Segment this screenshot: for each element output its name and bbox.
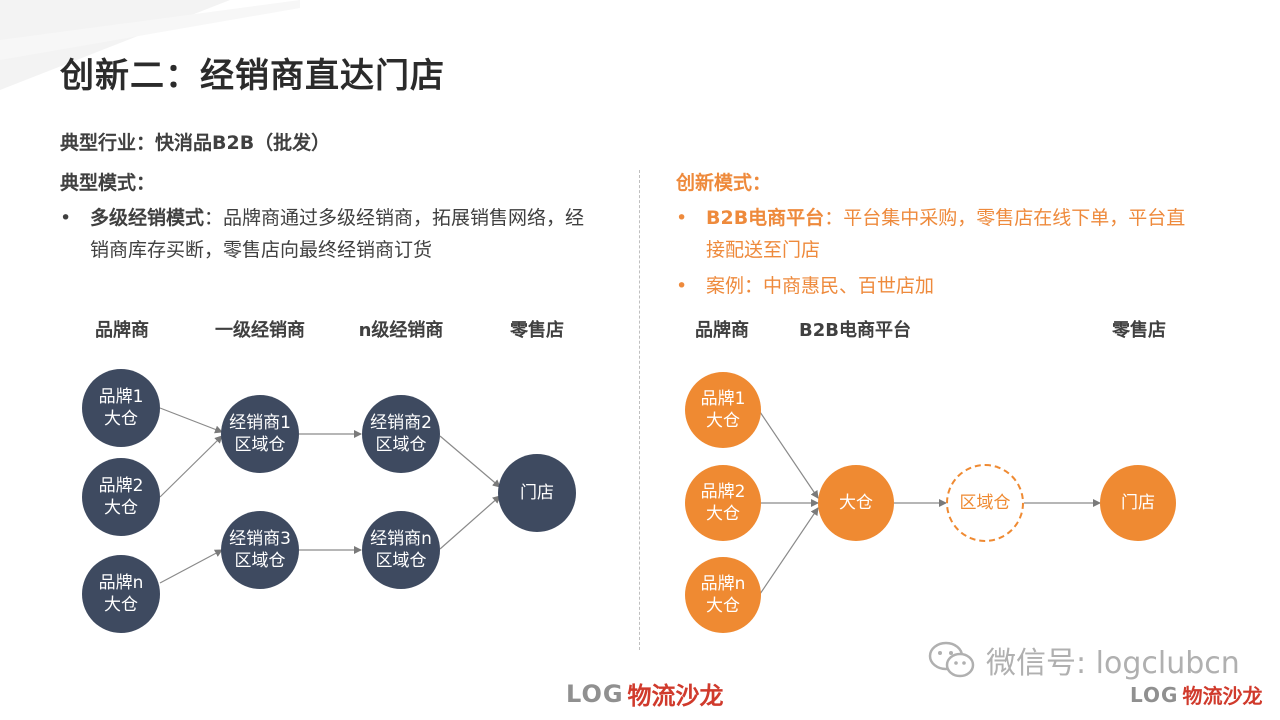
node-label: 品牌1 <box>98 387 144 407</box>
typical-mode-heading: 典型模式： <box>60 172 156 194</box>
wechat-watermark: 微信号: logclubcn <box>928 638 1240 682</box>
store-node: 门店 <box>1100 465 1176 541</box>
node-label: 大仓 <box>104 595 138 615</box>
brand-warehouse-node: 品牌n 大仓 <box>685 557 761 633</box>
distributor-node: 经销商1 区域仓 <box>221 395 299 473</box>
node-label: 区域仓 <box>959 493 1011 513</box>
node-label: 门店 <box>1121 493 1155 513</box>
innovation-mode-bullet: • B2B电商平台：平台集中采购，零售店在线下单，平台直接配送至门店 <box>676 202 1196 266</box>
node-label: 经销商n <box>370 529 432 549</box>
logo-cn: 物流沙龙 <box>627 682 724 710</box>
bullet-dot: • <box>676 207 688 229</box>
node-label: 大仓 <box>104 498 138 518</box>
distributor-node: 经销商2 区域仓 <box>362 395 440 473</box>
left-col-distn: n级经销商 <box>358 320 444 341</box>
node-label: 品牌2 <box>700 482 746 502</box>
right-col-store: 零售店 <box>1112 320 1166 341</box>
bullet-dot: • <box>60 207 72 229</box>
brand-warehouse-node: 品牌1 大仓 <box>82 369 160 447</box>
bullet-bold-label: B2B电商平台 <box>706 207 825 229</box>
logo: LOG 物流沙龙 <box>566 676 724 711</box>
node-label: 经销商1 <box>229 413 291 433</box>
node-label: 大仓 <box>706 596 740 616</box>
node-label: 品牌1 <box>700 389 746 409</box>
innovation-mode-heading: 创新模式： <box>676 172 772 194</box>
node-label: 经销商3 <box>229 529 291 549</box>
distributor-node: 经销商3 区域仓 <box>221 511 299 589</box>
logo-cn: 物流沙龙 <box>1182 684 1263 708</box>
bullet-text: ：平台集中采购，零售店在线下单，平台直接配送至门店 <box>706 207 1186 261</box>
platform-warehouse-node: 大仓 <box>818 465 894 541</box>
logo-text: LOG <box>1130 682 1179 707</box>
bullet-text: ：品牌商通过多级经销商，拓展销售网络，经销商库存买断，零售店向最终经销商订货 <box>90 207 585 261</box>
brand-warehouse-node: 品牌2 大仓 <box>82 458 160 536</box>
node-label: 区域仓 <box>375 551 427 571</box>
node-label: 经销商2 <box>370 413 432 433</box>
logo: LOG 物流沙龙 <box>1130 680 1262 709</box>
arrow <box>439 495 501 550</box>
store-node: 门店 <box>498 454 576 532</box>
left-col-brand: 品牌商 <box>95 320 149 341</box>
brand-warehouse-node: 品牌n 大仓 <box>82 555 160 633</box>
node-label: 区域仓 <box>234 435 286 455</box>
bullet-dot: • <box>676 275 688 297</box>
wechat-icon <box>928 641 975 678</box>
brand-warehouse-node: 品牌1 大仓 <box>685 372 761 448</box>
arrow <box>439 435 501 488</box>
left-col-dist1: 一级经销商 <box>215 320 305 341</box>
arrow <box>759 507 819 595</box>
node-label: 门店 <box>520 483 554 503</box>
bullet-bold-label: 多级经销模式 <box>90 207 205 229</box>
wechat-id: 微信号: logclubcn <box>986 646 1240 681</box>
arrow <box>759 411 819 499</box>
arrow <box>159 549 223 584</box>
arrow <box>159 435 223 498</box>
typical-mode-bullet: • 多级经销模式：品牌商通过多级经销商，拓展销售网络，经销商库存买断，零售店向最… <box>60 202 600 266</box>
distributor-node: 经销商n 区域仓 <box>362 511 440 589</box>
case-bullet: • 案例：中商惠民、百世店加 <box>676 270 1196 302</box>
node-label: 区域仓 <box>375 435 427 455</box>
arrow <box>159 407 223 434</box>
right-col-brand: 品牌商 <box>695 320 749 341</box>
node-label: 品牌n <box>700 574 746 594</box>
left-col-store: 零售店 <box>510 320 564 341</box>
node-label: 品牌2 <box>98 476 144 496</box>
node-label: 区域仓 <box>234 551 286 571</box>
right-col-platform: B2B电商平台 <box>799 320 911 341</box>
node-label: 大仓 <box>706 504 740 524</box>
node-label: 大仓 <box>706 411 740 431</box>
node-label: 大仓 <box>839 493 873 513</box>
bullet-text: 案例：中商惠民、百世店加 <box>706 275 935 297</box>
page-title: 创新二：经销商直达门店 <box>60 56 445 96</box>
logo-text: LOG <box>566 679 624 708</box>
node-label: 大仓 <box>104 409 138 429</box>
node-label: 品牌n <box>98 573 144 593</box>
brand-warehouse-node: 品牌2 大仓 <box>685 465 761 541</box>
section-divider <box>639 170 640 650</box>
regional-warehouse-node: 区域仓 <box>946 464 1024 542</box>
industry-label: 典型行业：快消品B2B（批发） <box>60 132 331 154</box>
